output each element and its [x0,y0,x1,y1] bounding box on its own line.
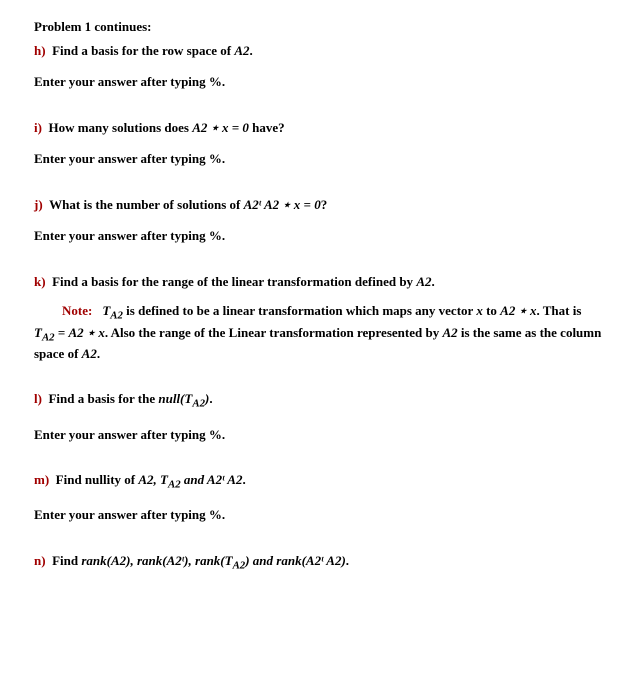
question-m-label: m) [34,472,49,487]
question-l-label: l) [34,391,42,406]
question-j: j) What is the number of solutions of A2… [34,196,603,245]
note-mid4: . Also the range of the Linear transform… [105,325,443,340]
note-t1-sub: A2 [110,310,123,322]
question-k-before: Find a basis for the range of the linear… [52,274,416,289]
question-l-line: l) Find a basis for the null(TA2). [34,390,603,411]
question-m-math: A2, T [138,472,168,487]
question-n-label: n) [34,553,46,568]
question-h-math: A2 [234,43,249,58]
problem-continues-header: Problem 1 continues: [34,18,603,36]
question-j-line: j) What is the number of solutions of A2… [34,196,603,214]
question-k-line: k) Find a basis for the range of the lin… [34,273,603,291]
question-l-instruction: Enter your answer after typing %. [34,426,603,444]
question-l-before: Find a basis for the [48,391,158,406]
question-n-after: . [346,553,349,568]
note-mid1: is defined to be a linear transformation… [123,303,476,318]
question-i-instruction: Enter your answer after typing %. [34,150,603,168]
question-i-before: How many solutions does [48,120,192,135]
question-i: i) How many solutions does A2 ⋆ x = 0 ha… [34,119,603,168]
question-j-instruction: Enter your answer after typing %. [34,227,603,245]
question-n-line: n) Find rank(A2), rank(A2ᵗ), rank(TA2) a… [34,552,603,573]
question-n-math-sub: A2 [233,559,246,571]
question-m-before: Find nullity of [56,472,139,487]
question-h-line: h) Find a basis for the row space of A2. [34,42,603,60]
note-expr2a-sub: A2 [42,331,55,343]
question-h-label: h) [34,43,46,58]
question-i-label: i) [34,120,42,135]
note-label: Note: [62,303,92,318]
question-n-before: Find [52,553,81,568]
question-h-after: . [249,43,252,58]
note-period: . [97,346,100,361]
question-n-math: rank(A2), rank(A2ᵗ), rank(T [81,553,232,568]
question-i-line: i) How many solutions does A2 ⋆ x = 0 ha… [34,119,603,137]
question-k-label: k) [34,274,46,289]
question-j-after: ? [321,197,328,212]
question-h-instruction: Enter your answer after typing %. [34,73,603,91]
question-l-math-sub: A2 [192,398,205,410]
question-h-before: Find a basis for the row space of [52,43,234,58]
note-expr2a: T [34,325,42,340]
note-expr2b: A2 ⋆ x [69,325,105,340]
note-expr1: A2 ⋆ x [500,303,536,318]
question-m-math-tail: and A2ᵗ A2 [181,472,243,487]
note-mid3: . That is [536,303,581,318]
question-j-before: What is the number of solutions of [49,197,243,212]
note-eq: = [55,325,69,340]
note-mid2: to [483,303,500,318]
note-block: Note:TA2 is defined to be a linear trans… [34,302,603,362]
question-m-after: . [242,472,245,487]
note-expr4: A2 [82,346,97,361]
question-m-line: m) Find nullity of A2, TA2 and A2ᵗ A2. [34,471,603,492]
question-k: k) Find a basis for the range of the lin… [34,273,603,363]
note-expr3: A2 [442,325,457,340]
question-n-math-tail: ) and rank(A2ᵗ A2) [245,553,346,568]
question-m: m) Find nullity of A2, TA2 and A2ᵗ A2. E… [34,471,603,524]
question-l-math: null(T [158,391,192,406]
question-m-math-sub: A2 [168,479,181,491]
question-l: l) Find a basis for the null(TA2). Enter… [34,390,603,443]
question-j-label: j) [34,197,43,212]
question-j-math: A2ᵗ A2 ⋆ x = 0 [244,197,321,212]
question-n: n) Find rank(A2), rank(A2ᵗ), rank(TA2) a… [34,552,603,573]
question-k-after: . [431,274,434,289]
question-l-after: . [209,391,212,406]
question-i-after: have? [249,120,285,135]
question-i-math: A2 ⋆ x = 0 [192,120,249,135]
question-m-instruction: Enter your answer after typing %. [34,506,603,524]
question-k-math: A2 [416,274,431,289]
question-h: h) Find a basis for the row space of A2.… [34,42,603,91]
